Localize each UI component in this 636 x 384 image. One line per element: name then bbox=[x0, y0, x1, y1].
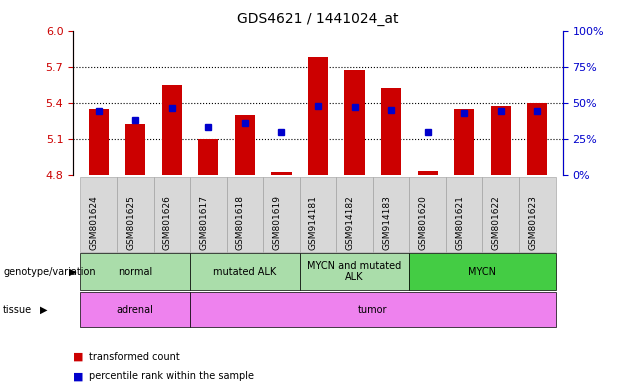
Text: mutated ALK: mutated ALK bbox=[213, 266, 277, 277]
Text: percentile rank within the sample: percentile rank within the sample bbox=[89, 371, 254, 381]
Text: GSM801624: GSM801624 bbox=[90, 195, 99, 250]
Bar bbox=[418, 171, 438, 175]
Text: GSM801622: GSM801622 bbox=[492, 195, 501, 250]
Text: GSM801620: GSM801620 bbox=[418, 195, 427, 250]
Text: normal: normal bbox=[118, 266, 153, 277]
Text: GSM914182: GSM914182 bbox=[345, 195, 354, 250]
Bar bbox=[272, 172, 291, 175]
Text: ▶: ▶ bbox=[69, 266, 76, 277]
Bar bbox=[454, 109, 474, 175]
Text: GSM801621: GSM801621 bbox=[455, 195, 464, 250]
Bar bbox=[527, 103, 548, 175]
Text: tumor: tumor bbox=[358, 305, 387, 314]
Text: MYCN and mutated
ALK: MYCN and mutated ALK bbox=[307, 261, 402, 283]
Text: GSM914183: GSM914183 bbox=[382, 195, 391, 250]
Bar bbox=[235, 115, 255, 175]
Bar bbox=[345, 70, 364, 175]
Text: ■: ■ bbox=[73, 371, 84, 381]
Bar bbox=[198, 139, 218, 175]
Text: genotype/variation: genotype/variation bbox=[3, 266, 96, 277]
Text: GSM801619: GSM801619 bbox=[272, 195, 282, 250]
Text: GSM801626: GSM801626 bbox=[163, 195, 172, 250]
Text: GSM914181: GSM914181 bbox=[309, 195, 318, 250]
Text: ▶: ▶ bbox=[40, 305, 48, 314]
Bar bbox=[125, 124, 145, 175]
Bar bbox=[381, 88, 401, 175]
Text: GSM801617: GSM801617 bbox=[199, 195, 209, 250]
Bar bbox=[308, 57, 328, 175]
Text: MYCN: MYCN bbox=[469, 266, 497, 277]
Text: tissue: tissue bbox=[3, 305, 32, 314]
Text: ■: ■ bbox=[73, 352, 84, 362]
Bar bbox=[162, 85, 182, 175]
Text: GSM801618: GSM801618 bbox=[236, 195, 245, 250]
Bar bbox=[491, 106, 511, 175]
Bar bbox=[88, 109, 109, 175]
Text: transformed count: transformed count bbox=[89, 352, 180, 362]
Text: GDS4621 / 1441024_at: GDS4621 / 1441024_at bbox=[237, 12, 399, 25]
Text: GSM801623: GSM801623 bbox=[529, 195, 537, 250]
Text: GSM801625: GSM801625 bbox=[127, 195, 135, 250]
Text: adrenal: adrenal bbox=[117, 305, 154, 314]
